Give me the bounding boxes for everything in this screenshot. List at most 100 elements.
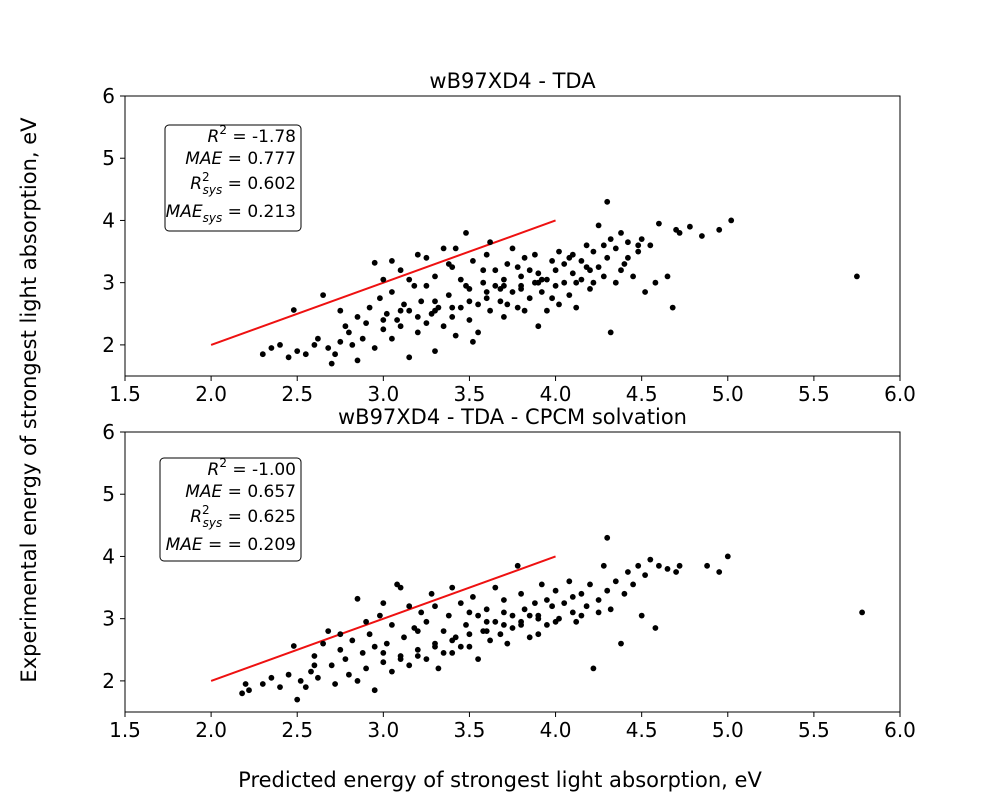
data-point — [492, 282, 499, 289]
data-point — [504, 261, 511, 267]
x-tick-label: 1.5 — [109, 718, 141, 742]
data-point — [311, 662, 318, 669]
data-point — [544, 276, 550, 283]
data-point — [475, 612, 481, 619]
data-point — [587, 581, 593, 588]
data-point — [552, 282, 559, 289]
data-point — [457, 304, 464, 311]
data-point — [526, 267, 533, 274]
data-point — [595, 597, 602, 603]
data-point — [259, 681, 266, 687]
data-point — [535, 323, 542, 330]
data-point — [673, 569, 679, 575]
data-point — [328, 662, 335, 669]
data-point — [337, 646, 344, 653]
data-point — [337, 338, 344, 345]
data-point — [532, 251, 538, 258]
data-point — [432, 643, 438, 650]
data-point — [406, 354, 413, 361]
data-point — [483, 289, 490, 295]
data-point — [518, 590, 524, 597]
data-point — [656, 562, 662, 569]
data-point — [346, 329, 352, 336]
subplot-title: wB97XD4 - TDA - CPCM solvation — [338, 405, 687, 429]
data-point — [432, 307, 438, 314]
data-point — [483, 618, 490, 625]
data-point — [423, 656, 430, 662]
data-point — [466, 298, 473, 305]
data-point — [544, 597, 550, 603]
data-point — [363, 618, 369, 625]
stat-r2-sys: R2 sys = 0.625 — [190, 503, 296, 530]
data-point — [501, 276, 507, 283]
data-point — [859, 609, 865, 616]
data-point — [452, 332, 459, 339]
data-point — [538, 289, 545, 295]
data-point — [526, 295, 533, 302]
data-point — [621, 261, 628, 267]
data-point — [501, 609, 507, 616]
data-point — [315, 335, 321, 342]
x-axis-label: Predicted energy of strongest light abso… — [238, 768, 762, 792]
data-point — [475, 329, 481, 336]
data-point — [380, 317, 387, 323]
data-point — [290, 307, 297, 313]
y-tick-label: 2 — [102, 333, 115, 357]
data-point — [612, 245, 619, 252]
data-point — [435, 665, 442, 672]
data-point — [501, 282, 507, 289]
x-tick-label: 5.0 — [712, 382, 744, 406]
data-point — [359, 335, 366, 342]
data-point — [290, 643, 297, 649]
data-point — [315, 674, 321, 681]
data-point — [349, 342, 356, 348]
data-point — [466, 631, 473, 638]
x-tick-label: 4.0 — [540, 718, 572, 742]
data-point — [380, 600, 387, 606]
data-point — [342, 656, 349, 662]
stats-box-frame — [164, 124, 302, 232]
data-point — [268, 345, 275, 351]
data-point — [397, 307, 404, 314]
data-point — [664, 273, 671, 280]
data-point — [320, 292, 326, 298]
data-point — [242, 681, 249, 687]
y-tick-label: 2 — [102, 669, 115, 693]
data-point — [383, 640, 390, 647]
data-point — [449, 637, 456, 644]
subplot-top: wB97XD4 - TDA 1.5 2.0 2.5 3.0 3.5 4.0 4.5 5.0 5.5… — [102, 69, 916, 406]
data-point — [311, 653, 318, 659]
data-point — [414, 646, 421, 653]
data-point — [466, 609, 473, 616]
data-point — [635, 242, 642, 249]
data-point — [625, 569, 631, 575]
data-point — [521, 307, 528, 314]
axes-frame — [124, 95, 901, 377]
data-point — [569, 594, 576, 600]
data-point — [652, 625, 659, 631]
data-point — [716, 569, 723, 575]
data-point — [600, 242, 607, 249]
data-point — [607, 236, 614, 243]
data-point — [332, 681, 338, 687]
data-point — [423, 282, 430, 289]
data-point — [573, 279, 580, 286]
data-point — [535, 631, 542, 638]
data-point — [423, 618, 430, 625]
data-point — [359, 650, 366, 656]
data-point — [328, 360, 335, 367]
data-point — [389, 258, 395, 264]
data-point — [463, 230, 469, 236]
data-point — [497, 631, 504, 638]
data-point — [501, 597, 507, 603]
data-point — [440, 245, 447, 252]
data-point — [449, 650, 456, 656]
data-point — [475, 301, 481, 308]
data-point — [664, 566, 671, 572]
data-point — [647, 556, 654, 563]
data-point — [349, 637, 356, 644]
data-point — [532, 600, 538, 606]
data-point — [647, 242, 654, 249]
